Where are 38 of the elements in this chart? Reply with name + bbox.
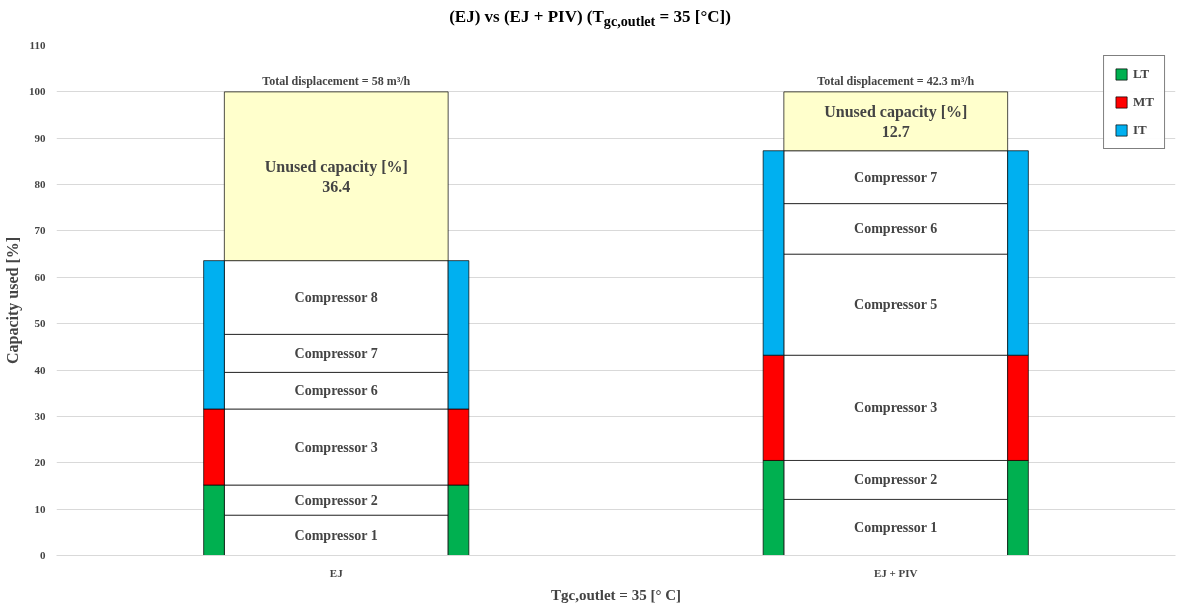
y-tick-label: 90 [34,131,46,144]
data-label: 36.4 [322,177,351,195]
series-label: Compressor 1 [294,527,378,543]
text: Compressor 3 [854,400,938,416]
data-label: 12.7 [881,123,910,140]
y-tick-label: 110 [29,39,46,51]
x-tick-label: EJ [329,566,344,579]
y-tick-label: 100 [29,85,46,98]
y-axis-title: Capacity used [%] [4,236,22,365]
series-label: Compressor 7 [294,345,378,361]
y-tick-label: 30 [34,409,46,422]
y-tick-label: 40 [34,363,46,376]
text: Compressor 2 [854,472,938,488]
annotation: Total displacement = 42.3 m³/h [817,73,975,88]
y-tick-label: 70 [34,224,46,237]
y-tick-label: 20 [34,456,46,469]
series-label: Unused capacity [%] [824,102,968,121]
legend-label: IT [1133,122,1148,138]
chart-title: (EJ) vs (EJ + PIV) (T$_{gc,outlet}$ = 35 [°C]) [448,6,732,32]
text: Unused capacity [%] [264,157,408,175]
y-tick-label: 60 [34,270,46,283]
annotation: Total displacement = 58 m³/h [262,73,411,88]
y-tick-label: 50 [34,317,46,330]
series-label: Compressor 6 [294,383,378,399]
series-label: Compressor 3 [294,439,378,455]
y-tick-label: 80 [34,178,46,191]
series-label: Compressor 5 [854,297,938,313]
x-axis-title: Tgc,outlet = 35 [° C] [551,586,681,603]
text: Compressor 7 [854,169,938,185]
y-tick-label: 0 [40,549,46,561]
y-tick-label: 10 [34,502,46,515]
legend-label: LT [1133,66,1151,82]
series-label: Compressor 2 [294,492,378,508]
legend-label: MT [1133,94,1154,110]
text: Compressor 6 [854,221,938,237]
series-label: Compressor 8 [294,289,378,305]
x-tick-label: EJ + PIV [873,566,918,579]
text: Compressor 1 [854,519,938,535]
